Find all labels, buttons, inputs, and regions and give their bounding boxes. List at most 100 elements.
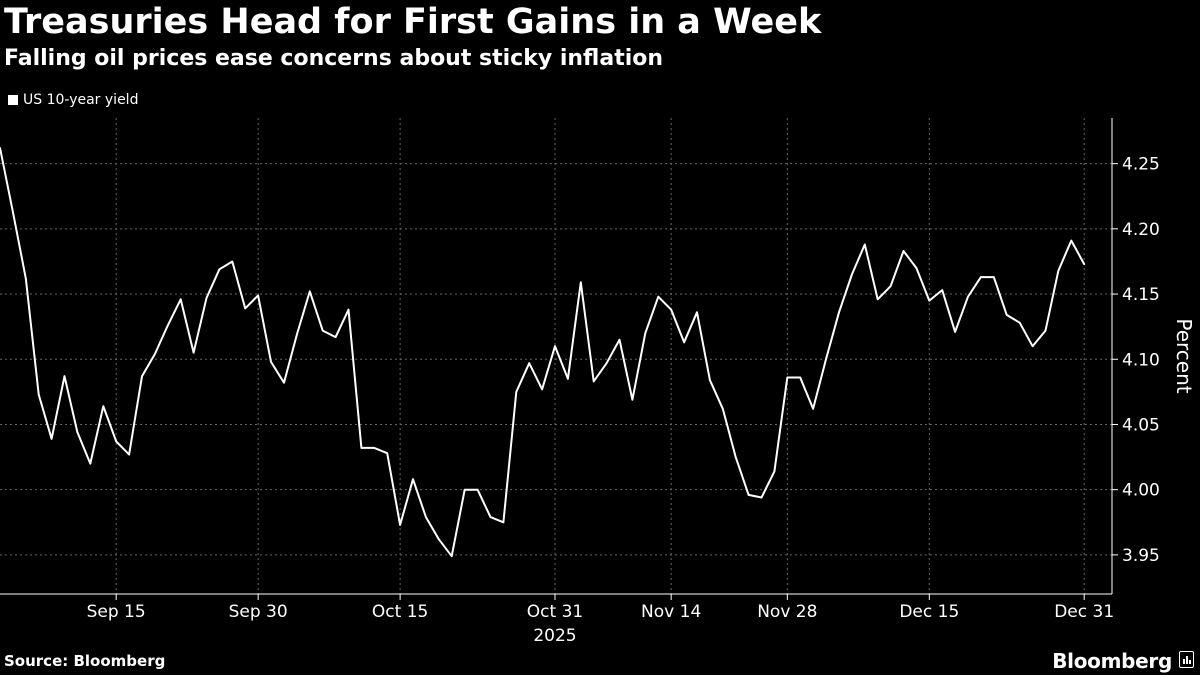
- data-point: [347, 308, 350, 311]
- source-note: Source: Bloomberg: [4, 652, 166, 670]
- data-point: [786, 376, 789, 379]
- data-point: [580, 281, 582, 284]
- chart-subtitle: Falling oil prices ease concerns about s…: [4, 46, 664, 71]
- x-tick-label: Nov 14: [641, 602, 701, 622]
- data-point: [218, 268, 221, 271]
- data-point: [476, 488, 479, 491]
- x-tick-label: Oct 15: [372, 602, 428, 622]
- legend-label: US 10-year yield: [23, 92, 139, 108]
- data-point: [192, 351, 195, 354]
- data-point: [1044, 329, 1047, 332]
- data-point: [541, 388, 543, 391]
- x-tick-label: Dec 15: [899, 602, 959, 622]
- data-point: [1005, 314, 1008, 316]
- data-point: [334, 336, 337, 338]
- data-point: [554, 345, 556, 348]
- data-point: [270, 361, 272, 363]
- data-point: [296, 333, 298, 336]
- data-point: [657, 295, 660, 298]
- data-point: [115, 440, 117, 443]
- data-point: [825, 358, 827, 361]
- data-point: [993, 276, 995, 278]
- x-tick-label: Sep 15: [87, 602, 146, 622]
- y-tick-label: 4.20: [1122, 220, 1160, 240]
- data-point: [89, 462, 92, 465]
- data-point: [1083, 263, 1085, 265]
- data-point: [179, 298, 182, 301]
- x-tick-label: Oct 31: [527, 602, 583, 622]
- x-tick-label: Nov 28: [757, 602, 817, 622]
- data-point: [528, 362, 530, 364]
- data-point: [863, 243, 866, 246]
- data-point: [463, 488, 466, 491]
- data-point: [902, 250, 905, 252]
- y-tick-label: 4.00: [1122, 481, 1160, 501]
- data-point: [967, 295, 969, 298]
- data-point: [1018, 321, 1021, 324]
- y-tick-label: 4.25: [1122, 155, 1160, 175]
- data-point: [1070, 239, 1073, 242]
- data-point: [141, 375, 143, 378]
- data-point: [399, 524, 401, 526]
- x-tick-label: Dec 31: [1054, 602, 1114, 622]
- data-point: [360, 447, 363, 449]
- data-point: [838, 311, 840, 314]
- data-point: [515, 391, 518, 393]
- data-point: [25, 277, 27, 280]
- x-year-label: 2025: [533, 626, 576, 646]
- data-point: [76, 431, 79, 434]
- data-point: [373, 447, 376, 449]
- data-point: [631, 398, 634, 401]
- data-point: [709, 379, 711, 381]
- y-tick-label: 3.95: [1122, 546, 1160, 566]
- y-tick-label: 4.10: [1122, 350, 1160, 370]
- data-point: [1031, 345, 1034, 348]
- legend-swatch-square-icon: [8, 95, 18, 105]
- data-point: [231, 260, 234, 263]
- brand-logo: Bloomberg: [1052, 649, 1172, 673]
- data-point: [644, 332, 647, 334]
- data-point: [941, 289, 944, 291]
- data-point: [321, 329, 324, 332]
- data-point: [283, 381, 285, 384]
- data-point: [812, 408, 814, 410]
- data-point: [747, 494, 750, 496]
- data-point: [696, 311, 698, 314]
- data-point: [1057, 269, 1060, 272]
- data-point: [980, 276, 982, 278]
- data-point: [502, 521, 505, 524]
- data-point: [928, 299, 931, 302]
- data-point: [257, 294, 259, 297]
- data-point: [734, 456, 737, 458]
- data-point: [889, 285, 892, 288]
- data-point: [721, 408, 724, 410]
- bloomberg-terminal-icon: [1179, 651, 1194, 668]
- data-point: [166, 324, 169, 327]
- data-point: [618, 338, 621, 341]
- data-point: [683, 341, 685, 344]
- data-point: [915, 267, 918, 269]
- data-point: [760, 496, 763, 499]
- data-point: [12, 211, 14, 213]
- data-point: [154, 353, 156, 355]
- data-point: [50, 438, 53, 440]
- data-point: [205, 297, 208, 299]
- data-point: [954, 331, 956, 333]
- data-point: [412, 478, 414, 481]
- data-point: [63, 375, 66, 378]
- y-tick-label: 4.15: [1122, 285, 1160, 305]
- chart-title: Treasuries Head for First Gains in a Wee…: [4, 2, 822, 42]
- legend: US 10-year yield: [8, 92, 138, 108]
- data-point: [308, 290, 311, 293]
- data-point: [773, 470, 776, 473]
- data-point: [670, 308, 672, 311]
- data-point: [102, 405, 105, 408]
- data-point: [244, 307, 247, 310]
- data-point: [605, 362, 608, 364]
- data-point: [386, 452, 389, 454]
- data-point: [851, 273, 853, 276]
- x-tick-label: Sep 30: [229, 602, 288, 622]
- data-point: [450, 555, 453, 557]
- data-point: [567, 378, 569, 380]
